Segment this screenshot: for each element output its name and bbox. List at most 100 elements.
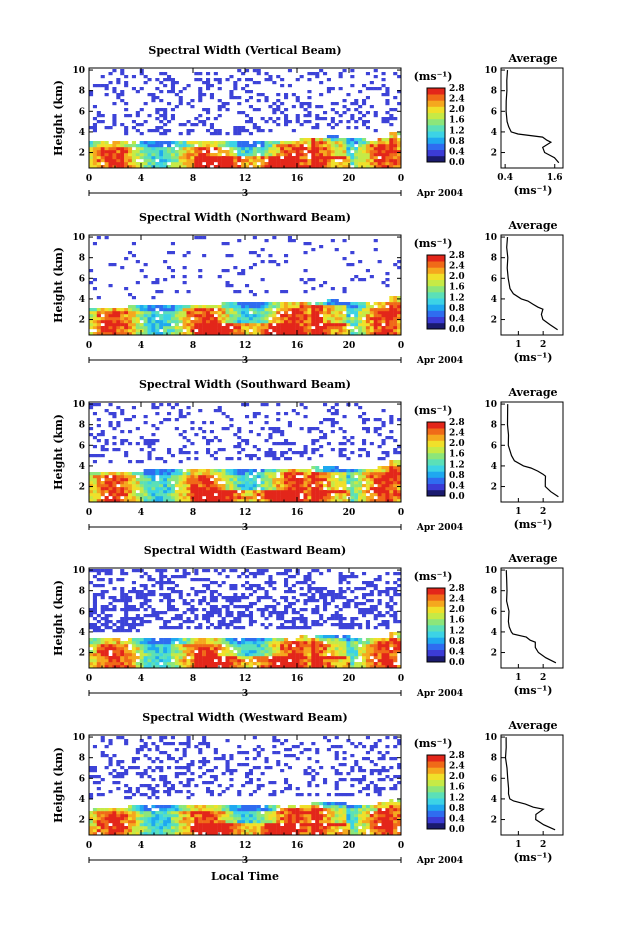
heatmap-cell [245, 481, 250, 485]
avg-title: Average [507, 386, 557, 399]
heatmap-cell [190, 326, 195, 330]
heatmap-cell [182, 475, 187, 479]
heatmap-cell [268, 499, 273, 503]
heatmap-cell [206, 314, 211, 318]
heatmap-cell [268, 653, 273, 657]
heatmap-cell [393, 490, 398, 494]
heatmap-cell [167, 647, 172, 651]
heatmap-cell [303, 323, 308, 327]
heatmap-cell [174, 403, 179, 407]
heatmap-cell [225, 162, 230, 166]
heatmap-cell [389, 653, 394, 657]
heatmap-cell [151, 487, 156, 491]
heatmap-cell [381, 120, 386, 124]
heatmap-cell [124, 644, 129, 648]
heatmap-cell [147, 647, 152, 651]
heatmap-cell [131, 308, 136, 312]
heatmap-cell [108, 569, 113, 573]
colorbar-segment [427, 304, 445, 311]
heatmap-cell [330, 332, 335, 336]
heatmap-cell [315, 141, 320, 145]
heatmap-cell [182, 415, 187, 419]
x-tick-label: 0 [398, 174, 404, 184]
heatmap-cell [326, 144, 331, 148]
heatmap-cell [108, 311, 113, 315]
heatmap-cell [124, 614, 129, 618]
heatmap-cell [323, 314, 328, 318]
heatmap-cell [338, 150, 343, 154]
heatmap-cell [303, 302, 308, 306]
heatmap-cell [330, 638, 335, 642]
heatmap-cell [206, 150, 211, 154]
heatmap-cell [104, 153, 109, 157]
heatmap-cell [128, 144, 133, 148]
heatmap-cell [291, 451, 296, 455]
heatmap-cell [358, 641, 363, 645]
heatmap-cell [167, 481, 172, 485]
heatmap-cell [303, 415, 308, 419]
heatmap-cell [190, 653, 195, 657]
heatmap-cell [155, 305, 160, 309]
heatmap-cell [276, 162, 281, 166]
heatmap-cell [315, 150, 320, 154]
heatmap-cell [151, 448, 156, 452]
heatmap-cell [233, 445, 238, 449]
heatmap-cell [365, 644, 370, 648]
heatmap-cell [120, 159, 125, 163]
heatmap-cell [280, 626, 285, 630]
heatmap-cell [217, 593, 222, 597]
heatmap-cell [206, 569, 211, 573]
heatmap-cell [245, 162, 250, 166]
heatmap-cell [342, 478, 347, 482]
heatmap-cell [128, 653, 133, 657]
heatmap-cell [182, 493, 187, 497]
heatmap-cell [268, 493, 273, 497]
heatmap-cell [163, 611, 168, 615]
heatmap-cell [326, 320, 331, 324]
heatmap-cell [139, 141, 144, 145]
heatmap-cell [198, 478, 203, 482]
heatmap-cell [194, 569, 199, 573]
heatmap-cell [170, 587, 175, 591]
heatmap-cell [217, 87, 222, 91]
heatmap-cell [385, 623, 390, 627]
heatmap-cell [346, 635, 351, 639]
heatmap-cell [221, 150, 226, 154]
heatmap-cell [264, 638, 269, 642]
heatmap-cell [221, 496, 226, 500]
heatmap-cell [229, 665, 234, 669]
heatmap-cell [342, 329, 347, 333]
heatmap-cell [307, 430, 312, 434]
heatmap-cell [264, 593, 269, 597]
heatmap-cell [186, 478, 191, 482]
heatmap-cell [264, 626, 269, 630]
heatmap-cell [342, 499, 347, 503]
heatmap-cell [276, 311, 281, 315]
heatmap-cell [385, 478, 390, 482]
heatmap-cell [124, 132, 129, 136]
heatmap-cell [221, 638, 226, 642]
heatmap-cell [311, 641, 316, 645]
heatmap-cell [362, 302, 367, 306]
heatmap-cell [186, 439, 191, 443]
heatmap-cell [108, 665, 113, 669]
heatmap-cell [206, 469, 211, 473]
heatmap-cell [256, 490, 261, 494]
heatmap-cell [342, 105, 347, 109]
heatmap-cell [174, 323, 179, 327]
heatmap-cell [143, 144, 148, 148]
heatmap-cell [287, 84, 292, 88]
heatmap-cell [389, 496, 394, 500]
heatmap-cell [319, 487, 324, 491]
heatmap-cell [280, 499, 285, 503]
heatmap-cell [256, 457, 261, 461]
heatmap-cell [194, 481, 199, 485]
heatmap-cell [280, 487, 285, 491]
heatmap-cell [287, 421, 292, 425]
heatmap-cell [346, 656, 351, 660]
heatmap-cell [159, 472, 164, 476]
heatmap-cell [307, 105, 312, 109]
colorbar-segment [427, 471, 445, 478]
heatmap-cell [182, 599, 187, 603]
heatmap-cell [295, 499, 300, 503]
